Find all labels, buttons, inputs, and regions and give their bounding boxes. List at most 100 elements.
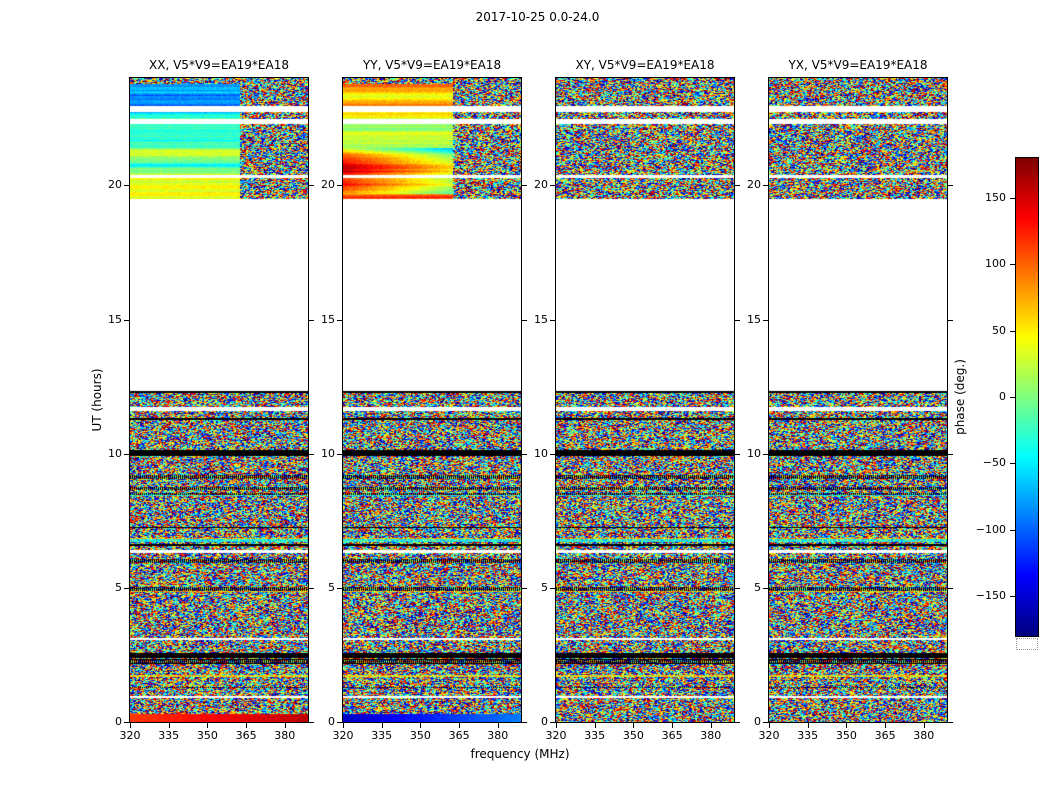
y-tick — [124, 319, 129, 321]
x-tick-label: 320 — [545, 729, 567, 742]
x-tick — [846, 723, 848, 728]
x-tick — [633, 723, 635, 728]
x-tick-label: 350 — [409, 729, 431, 742]
y-tick — [522, 587, 527, 589]
x-tick-label: 320 — [758, 729, 780, 742]
y-tick — [309, 319, 314, 321]
x-tick-label: 335 — [371, 729, 393, 742]
x-tick — [923, 723, 925, 728]
x-tick — [284, 723, 286, 728]
y-tick-label: 20 — [321, 178, 335, 192]
x-tick-label: 335 — [584, 729, 606, 742]
y-tick — [763, 722, 768, 723]
y-tick-label: 15 — [747, 312, 761, 326]
y-tick — [124, 722, 129, 723]
y-tick — [550, 453, 555, 455]
x-tick — [672, 723, 674, 728]
x-tick-label: 350 — [196, 729, 218, 742]
x-tick-label: 380 — [487, 729, 509, 742]
y-tick — [124, 587, 129, 589]
x-tick — [769, 723, 770, 728]
x-tick-label: 380 — [700, 729, 722, 742]
x-tick — [885, 723, 887, 728]
colorbar-tick — [1010, 330, 1015, 332]
x-tick-label: 335 — [158, 729, 180, 742]
y-tick — [522, 453, 527, 455]
x-tick-label: 350 — [622, 729, 644, 742]
colorbar-tick-label: −50 — [982, 456, 1006, 470]
y-tick — [735, 453, 740, 455]
x-tick-label: 380 — [274, 729, 296, 742]
colorbar-tick — [1010, 397, 1015, 398]
y-tick — [735, 587, 740, 589]
y-tick-label: 15 — [534, 312, 548, 326]
x-tick — [420, 723, 422, 728]
colorbar-tick-label: −100 — [975, 522, 1006, 536]
y-tick — [522, 319, 527, 321]
y-tick — [337, 319, 342, 321]
y-tick-label: 5 — [328, 580, 335, 594]
colorbar-tick — [1010, 529, 1015, 531]
colorbar-extension — [1016, 638, 1038, 650]
heatmap-XX — [129, 77, 309, 723]
y-tick — [309, 185, 314, 187]
panel-title-XY: XY, V5*V9=EA19*EA18 — [575, 58, 715, 72]
x-tick — [497, 723, 499, 728]
x-tick — [381, 723, 383, 728]
heatmap-YX — [768, 77, 948, 723]
y-tick — [763, 453, 768, 455]
x-axis-label: frequency (MHz) — [470, 747, 570, 761]
colorbar-tick-label: 150 — [985, 190, 1006, 204]
y-tick — [337, 453, 342, 455]
colorbar-tick — [1010, 463, 1015, 465]
y-tick — [735, 319, 740, 321]
heatmap-XY — [555, 77, 735, 723]
y-tick-label: 0 — [115, 715, 122, 728]
panel-title-YY: YY, V5*V9=EA19*EA18 — [362, 58, 502, 72]
x-tick — [556, 723, 557, 728]
colorbar-tick-label: 50 — [992, 323, 1006, 337]
x-tick-label: 320 — [332, 729, 354, 742]
y-tick-label: 15 — [321, 312, 335, 326]
y-tick-label: 20 — [108, 178, 122, 192]
y-tick — [763, 587, 768, 589]
y-tick — [337, 587, 342, 589]
y-tick-label: 0 — [541, 715, 548, 728]
y-tick — [522, 185, 527, 187]
y-tick-label: 15 — [108, 312, 122, 326]
colorbar-gradient — [1015, 157, 1039, 637]
x-tick-label: 365 — [874, 729, 896, 742]
y-tick — [763, 185, 768, 187]
x-tick-label: 320 — [119, 729, 141, 742]
y-tick — [309, 453, 314, 455]
colorbar-tick-label: 100 — [985, 257, 1006, 271]
x-tick — [594, 723, 596, 728]
x-tick — [207, 723, 209, 728]
y-tick-label: 10 — [534, 446, 548, 460]
y-tick-label: 0 — [328, 715, 335, 728]
x-tick-label: 365 — [661, 729, 683, 742]
y-tick — [337, 722, 342, 723]
colorbar-tick — [1010, 596, 1015, 598]
y-tick — [337, 185, 342, 187]
x-tick-label: 365 — [235, 729, 257, 742]
x-tick-label: 380 — [913, 729, 935, 742]
y-tick — [735, 722, 740, 723]
x-tick — [130, 723, 131, 728]
colorbar-tick-label: 0 — [999, 390, 1006, 403]
y-tick — [763, 319, 768, 321]
y-tick-label: 5 — [115, 580, 122, 594]
colorbar-tick-label: −150 — [975, 589, 1006, 603]
x-tick-label: 335 — [797, 729, 819, 742]
y-tick-label: 5 — [754, 580, 761, 594]
y-tick — [948, 587, 953, 589]
y-tick — [124, 185, 129, 187]
panel-title-YX: YX, V5*V9=EA19*EA18 — [788, 58, 928, 72]
y-tick — [309, 722, 314, 723]
colorbar-tick — [1010, 264, 1015, 266]
colorbar-tick — [1010, 197, 1015, 199]
y-tick — [550, 722, 555, 723]
x-tick — [459, 723, 461, 728]
x-tick — [807, 723, 809, 728]
